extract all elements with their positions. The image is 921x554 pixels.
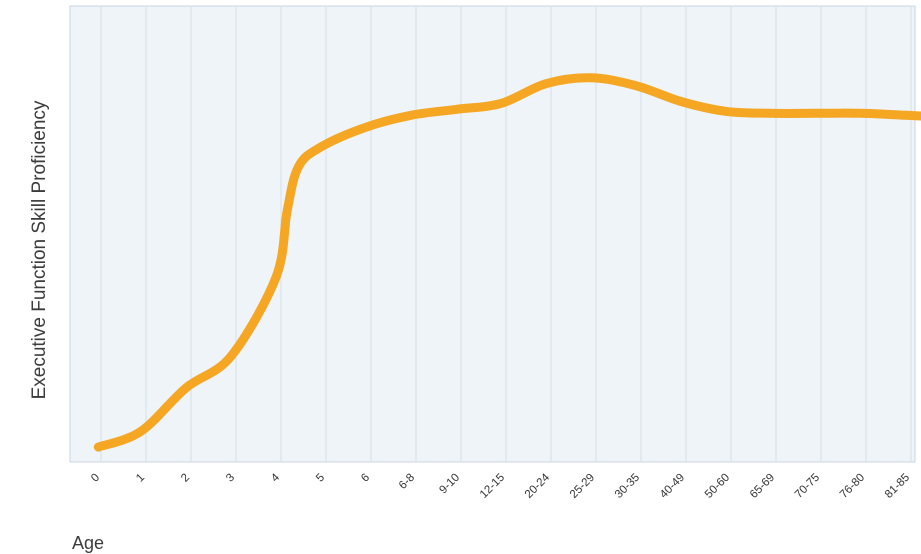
x-axis-label: Age bbox=[72, 533, 104, 553]
x-axis-ticks: 0 1 2 3 4 5 6 6-8 9-10 12-15 20-24 25-29 30-35 40-49 5… bbox=[89, 471, 912, 501]
x-tick-label: 4 bbox=[269, 471, 282, 484]
x-tick-label: 20-24 bbox=[523, 471, 553, 501]
y-axis-label: Executive Function Skill Proficiency bbox=[29, 100, 50, 399]
x-tick-label: 12-15 bbox=[478, 472, 507, 501]
proficiency-curve bbox=[93, 73, 921, 452]
x-tick-label: 25-29 bbox=[568, 472, 597, 501]
x-tick-label: 81-85 bbox=[883, 472, 912, 501]
x-tick-label: 0 bbox=[89, 472, 102, 485]
plot-area bbox=[69, 5, 916, 463]
x-tick-label: 30-35 bbox=[613, 472, 642, 501]
x-tick-label: 5 bbox=[314, 472, 327, 485]
x-tick-label: 6-8 bbox=[397, 472, 417, 492]
x-tick-label: 1 bbox=[134, 472, 147, 485]
x-tick-label: 2 bbox=[179, 472, 192, 485]
x-tick-label: 76-80 bbox=[838, 472, 867, 501]
x-tick-label: 6 bbox=[359, 472, 372, 485]
x-tick-label: 3 bbox=[224, 472, 237, 485]
x-tick-label: 70-75 bbox=[793, 472, 822, 501]
x-tick-label: 40-49 bbox=[658, 472, 687, 501]
x-tick-label: 9-10 bbox=[437, 472, 462, 497]
x-tick-label: 65-69 bbox=[748, 472, 777, 501]
x-tick-label: 50-60 bbox=[703, 472, 732, 501]
